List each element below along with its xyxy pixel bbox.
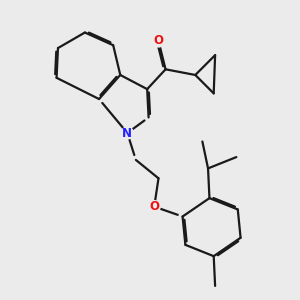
Text: O: O [154,34,164,47]
Circle shape [122,127,133,139]
Circle shape [148,201,160,213]
Text: O: O [149,200,159,213]
Circle shape [152,35,164,47]
Text: N: N [122,127,132,140]
